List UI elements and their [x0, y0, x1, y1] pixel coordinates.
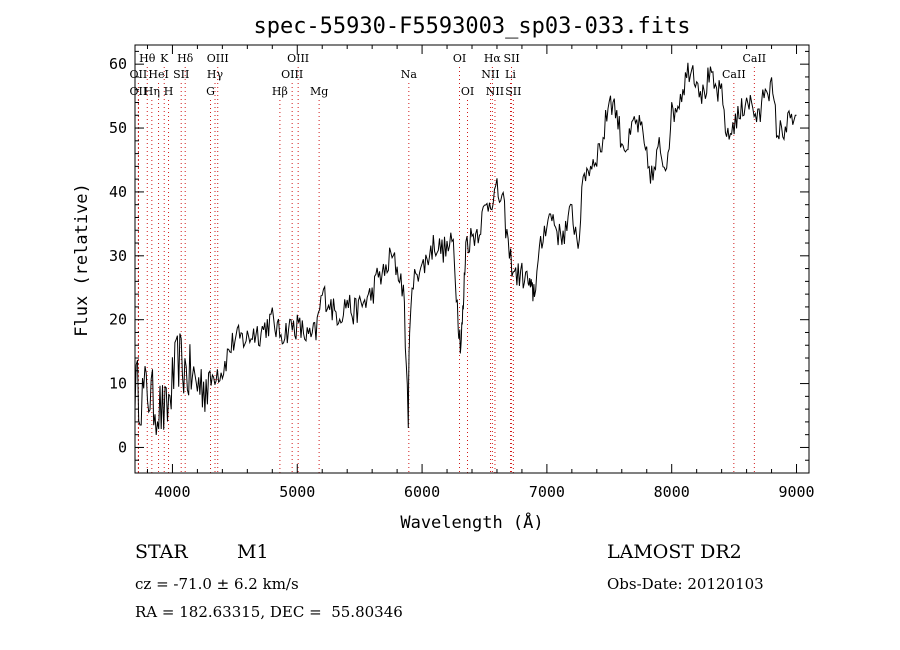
observation-date: Obs-Date: 20120103 [607, 575, 764, 593]
line-marker-label: Hγ [207, 68, 224, 81]
y-tick-label: 50 [109, 119, 127, 137]
line-marker-label: Hδ [177, 52, 194, 65]
line-marker-label: OIII [281, 68, 303, 81]
line-marker-label: NII [486, 85, 504, 98]
line-marker-label: NII [481, 68, 499, 81]
x-tick-label: 5000 [279, 483, 315, 501]
x-tick-label: 4000 [154, 483, 190, 501]
line-marker-label: OI [453, 52, 466, 65]
x-tick-label: 6000 [404, 483, 440, 501]
line-marker-label: Hη [144, 85, 160, 98]
emission-line-markers: Hθ OII OII K HeI Hη H SII Hδ OIII Hγ G Hβ OIII OIII Mg N… [130, 52, 766, 473]
line-marker-label: Na [401, 68, 418, 81]
y-tick-label: 40 [109, 183, 127, 201]
line-marker-label: SII [173, 68, 189, 81]
line-marker-label: Mg [310, 85, 328, 98]
line-marker-label: CaII [742, 52, 766, 65]
y-tick-label: 10 [109, 375, 127, 393]
redshift-text: cz = -71.0 ± 6.2 km/s [135, 575, 299, 593]
line-marker-label: H [164, 85, 174, 98]
line-marker-label: HeI [148, 68, 168, 81]
line-marker-label: OIII [287, 52, 309, 65]
line-marker-label: SII [503, 52, 519, 65]
line-marker-label: OI [461, 85, 474, 98]
x-tick-label: 7000 [529, 483, 565, 501]
x-tick-label: 8000 [654, 483, 690, 501]
coordinates-text: RA = 182.63315, DEC = 55.80346 [135, 603, 403, 621]
line-marker-label: Hα [484, 52, 502, 65]
y-tick-label: 0 [118, 438, 127, 456]
line-marker-label: OII [130, 85, 148, 98]
line-marker-label: G [206, 85, 215, 98]
line-marker-label: K [160, 52, 169, 65]
object-subclass: M1 [237, 541, 269, 563]
plot-frame [134, 44, 810, 474]
line-marker-label: SII [505, 85, 521, 98]
line-marker-label: Hθ [139, 52, 156, 65]
x-tick-label: 9000 [778, 483, 814, 501]
x-axis-label: Wavelength (Å) [400, 511, 543, 533]
spectrum-line [134, 62, 797, 436]
y-axis-label: Flux (relative) [72, 183, 92, 337]
line-marker-label: Hβ [272, 85, 288, 98]
y-tick-label: 60 [109, 55, 127, 73]
chart-title: spec-55930-F5593003_sp03-033.fits [253, 14, 690, 39]
survey-name: LAMOST DR2 [607, 541, 742, 563]
y-tick-label: 20 [109, 311, 127, 329]
line-marker-label: CaII [722, 68, 746, 81]
axes: 4000 5000 6000 7000 8000 9000 0 10 20 30 40 50 60 [109, 45, 815, 501]
y-tick-label: 30 [109, 247, 127, 265]
line-marker-label: Li [505, 68, 516, 81]
line-marker-label: OIII [207, 52, 229, 65]
object-class: STAR [135, 541, 188, 563]
line-marker-label: OII [130, 68, 148, 81]
